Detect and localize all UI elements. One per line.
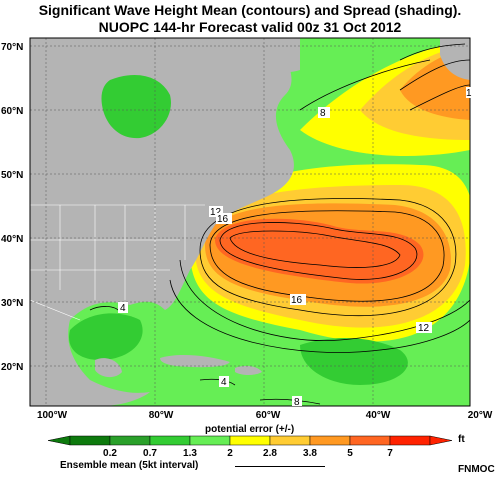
colorbar-swatch [149,435,191,446]
cuba [160,355,230,368]
ensemble-mean-label: Ensemble mean (5kt interval) [60,460,199,471]
contour-label: 12 [210,207,222,218]
yucatan [95,358,122,378]
ensemble-mean-line-sample [235,466,325,467]
colorbar-tick-label: 7 [387,448,393,459]
colorbar-tick-label: 5 [347,448,353,459]
colorbar-tick-label: 1.3 [183,448,197,459]
colorbar [47,435,453,446]
graticule [30,38,470,406]
colorbar-swatch [109,435,151,446]
lat-label: 50°N [1,170,23,181]
canada-islands [150,38,300,72]
spread-band-gulf [69,313,143,360]
contour-label: 12 [418,323,430,334]
spread-band-red [215,218,424,284]
contour-label-group: 8 12 16 16 12 4 4 8 1 [118,87,474,408]
lon-label: 20°W [468,410,493,421]
colorbar-swatch [229,435,271,446]
colorbar-tick-label: 2 [227,448,233,459]
lat-label: 30°N [1,298,23,309]
colorbar-swatch [269,435,311,446]
hispaniola [235,365,262,375]
colorbar-swatch [69,435,111,446]
lon-label: 80°W [149,410,174,421]
lat-label: 70°N [1,42,23,53]
colorbar-title: potential error (+/-) [205,424,295,435]
contour-label: 1 [466,88,472,99]
colorbar-swatch [349,435,391,446]
colorbar-swatch [309,435,351,446]
lat-label: 40°N [1,234,23,245]
map-title: Significant Wave Height Mean (contours) … [38,2,462,18]
north-america-land [30,38,294,406]
lon-label: 60°W [256,410,281,421]
map-frame [29,37,471,407]
contour-label: 4 [120,303,126,314]
colorbar-unit: ft [458,434,465,445]
map-subtitle: NUOPC 144-hr Forecast valid 00z 31 Oct 2… [98,19,402,35]
longitude-labels: 100°W 80°W 60°W 40°W 20°W [37,410,493,421]
contour-label: 4 [221,377,227,388]
contour-label: 16 [291,295,303,306]
colorbar-tick-label: 2.8 [263,448,277,459]
latitude-labels: 70°N 60°N 50°N 40°N 30°N 20°N [1,42,23,373]
colorbar-arrow-left [47,435,71,446]
contour-label: 8 [320,108,326,119]
mean-contours [89,43,470,405]
colorbar-arrow-right [429,435,453,446]
lon-label: 40°W [366,410,391,421]
colorbar-swatch [389,435,431,446]
hudson-bay [101,75,171,139]
lat-label: 60°N [1,106,23,117]
greenland [440,38,470,80]
lat-label: 20°N [1,362,23,373]
contour-label: 8 [294,397,300,408]
contour-label: 16 [217,214,229,225]
colorbar-swatch [189,435,231,446]
colorbar-tick-label: 0.2 [103,448,117,459]
colorbar-tick-label: 0.7 [143,448,157,459]
political-borders [30,204,205,321]
lon-label: 100°W [37,410,68,421]
colorbar-tick-label: 3.8 [303,448,317,459]
credit-label: FNMOC [458,464,495,475]
